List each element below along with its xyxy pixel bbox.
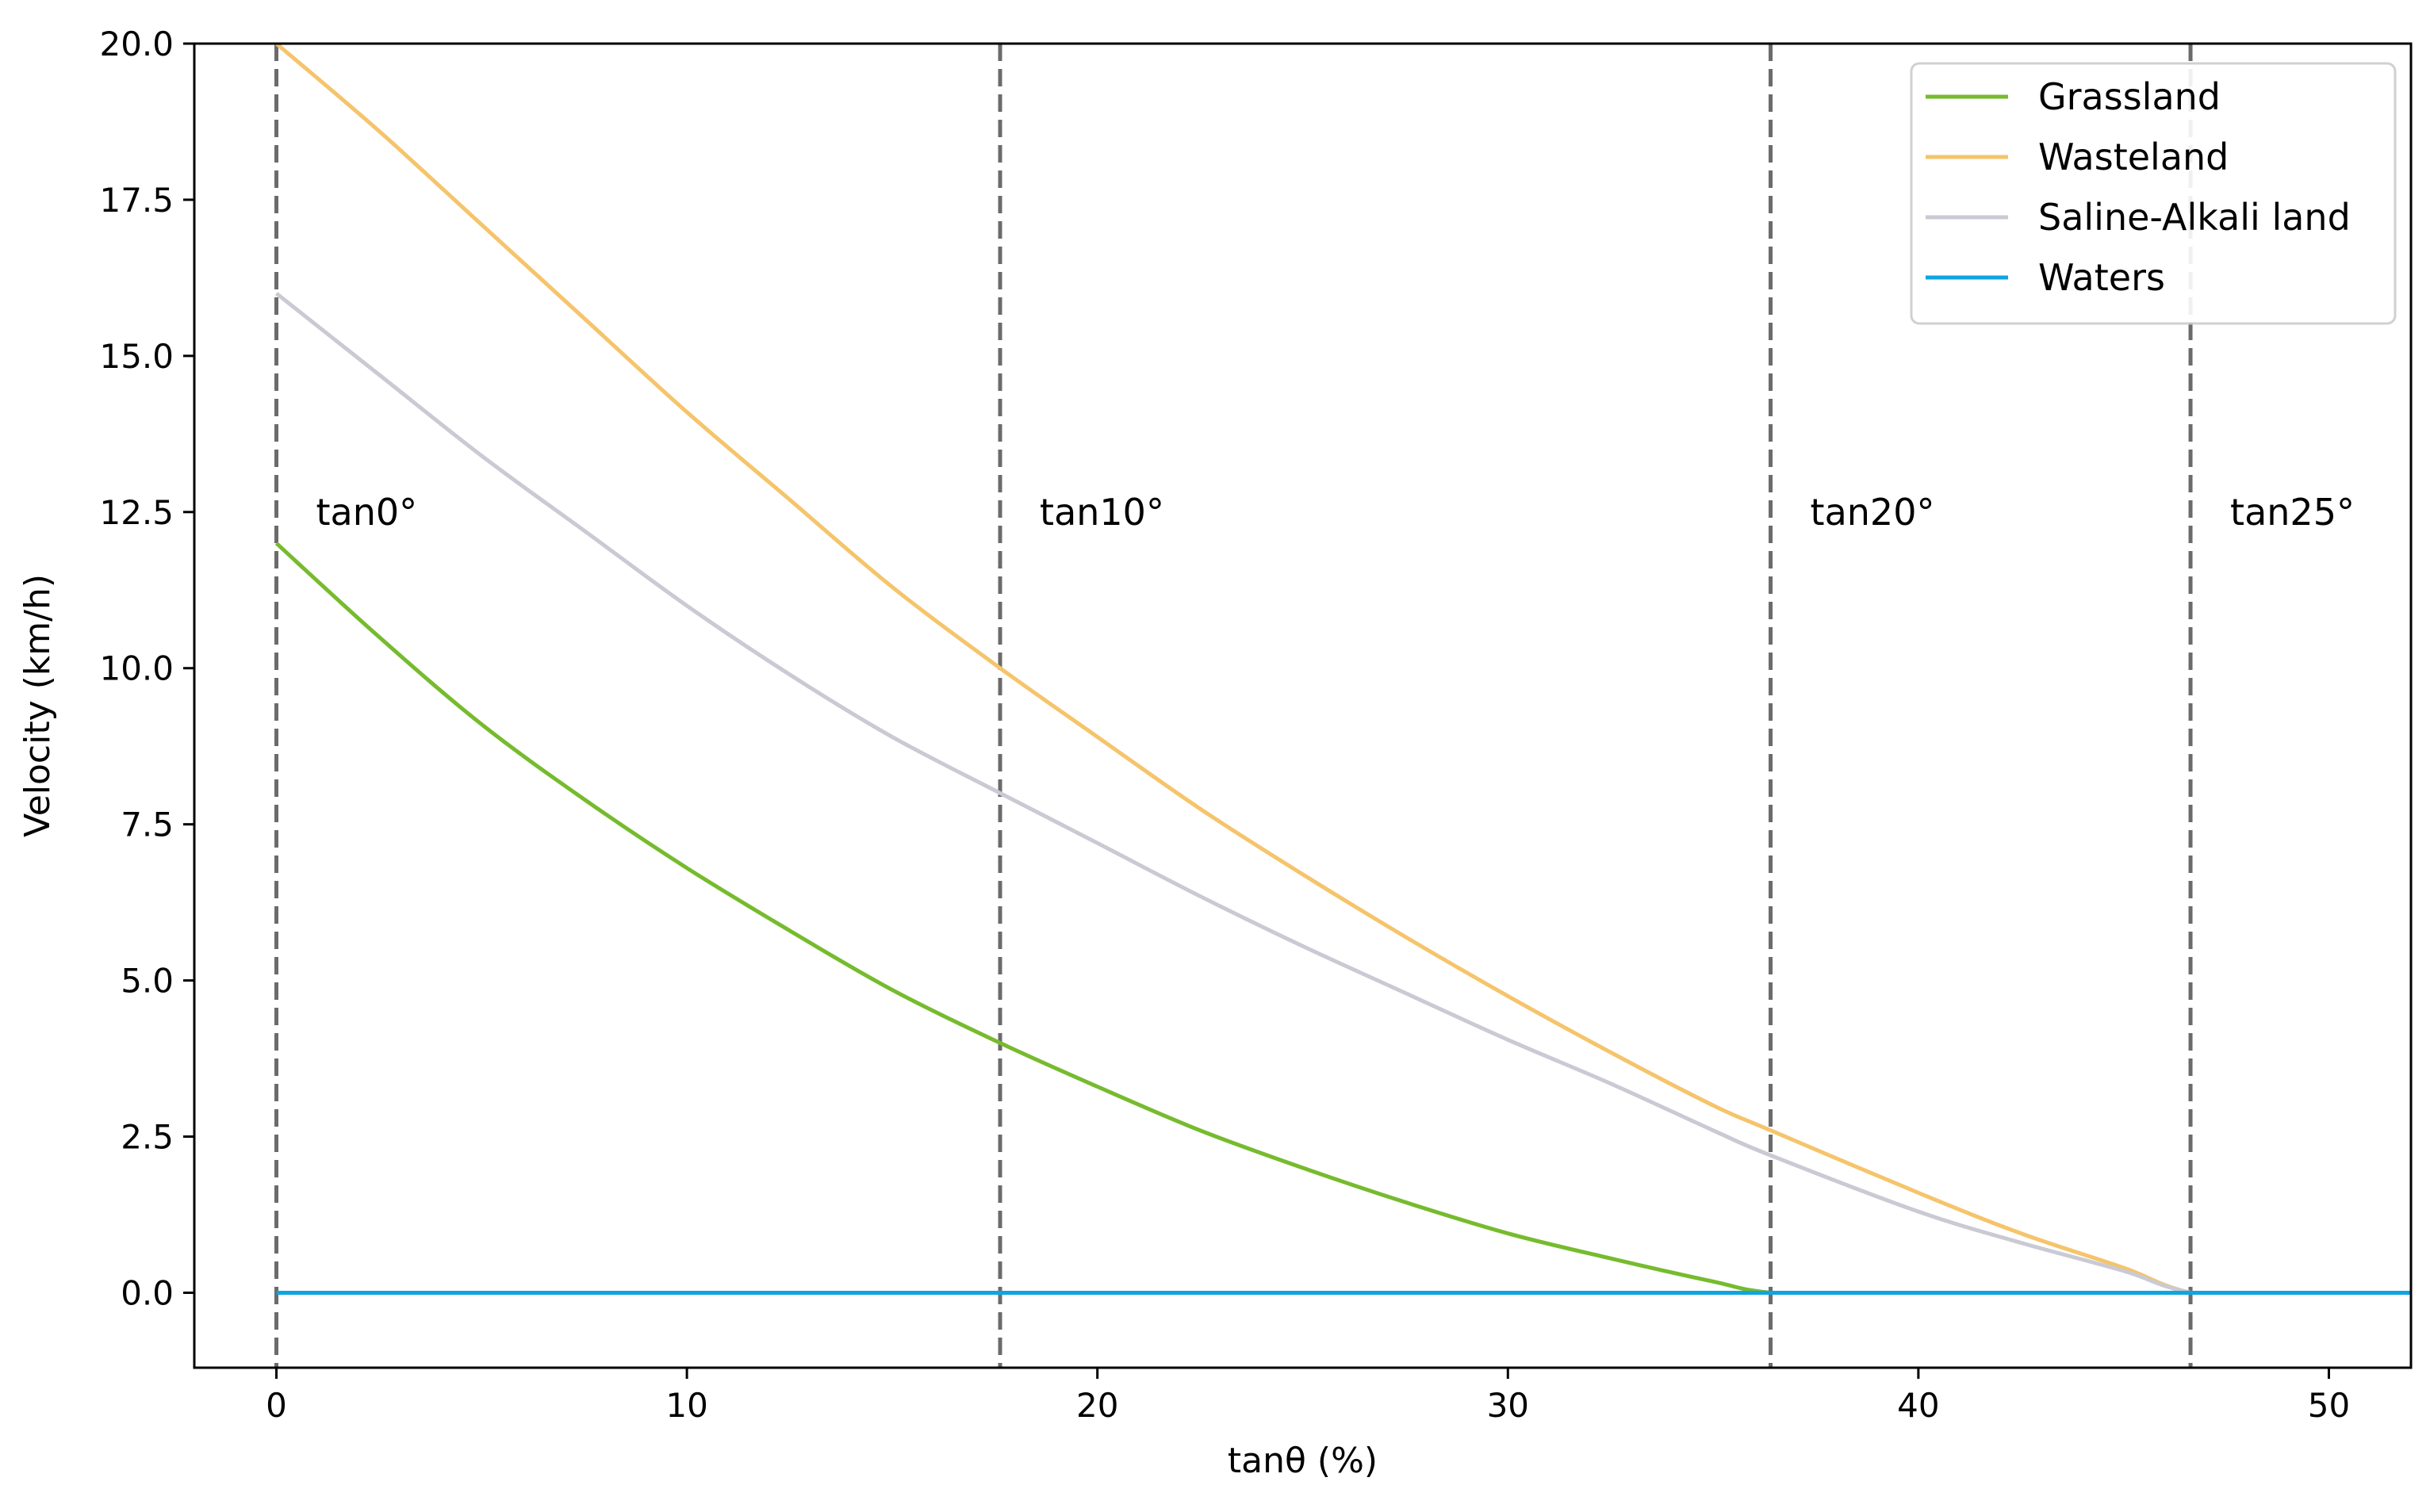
series-line-1: [274, 44, 2411, 1295]
series-line-0: [274, 542, 2411, 1295]
legend-label: Wasteland: [2038, 136, 2229, 178]
x-tick-label: 10: [665, 1386, 707, 1425]
y-tick-label: 17.5: [99, 181, 174, 220]
y-tick-label: 20.0: [99, 25, 174, 63]
legend-box: [1910, 62, 2397, 325]
legend-item: Wasteland: [1926, 136, 2229, 178]
legend-item: Saline-Alkali land: [1926, 196, 2351, 239]
legend-item: Waters: [1926, 256, 2165, 299]
x-tick-label: 30: [1487, 1386, 1529, 1425]
x-tick-label: 20: [1076, 1386, 1118, 1425]
reference-line-label-3: tan25°: [2230, 491, 2355, 534]
y-axis-label: Velocity (km/h): [17, 574, 58, 837]
series-lines: [274, 44, 2411, 1295]
reference-line-labels: tan0° tan10° tan20° tan25°: [316, 491, 2355, 534]
x-axis-label: tanθ (%): [1228, 1441, 1378, 1481]
legend-label: Grassland: [2038, 75, 2221, 118]
legend-label: Saline-Alkali land: [2038, 196, 2351, 239]
reference-line-label-2: tan20°: [1811, 491, 1935, 534]
reference-lines: [274, 44, 2193, 1368]
x-tick-label: 40: [1897, 1386, 1939, 1425]
y-axis-ticks: 0.0 2.5 5.0 7.5 10.0 12.5 15.0 17.5 20.0: [99, 25, 194, 1312]
y-tick-label: 15.0: [99, 337, 174, 376]
y-tick-label: 12.5: [99, 493, 174, 532]
legend-label: Waters: [2038, 256, 2165, 299]
series-line-2: [274, 292, 2411, 1295]
legend-item: Grassland: [1926, 75, 2221, 118]
y-tick-label: 7.5: [121, 806, 174, 844]
y-tick-label: 10.0: [99, 649, 174, 688]
y-tick-label: 2.5: [121, 1118, 174, 1157]
x-axis-ticks: 0 10 20 30 40 50: [266, 1368, 2350, 1425]
legend: Grassland Wasteland Saline-Alkali land Wate…: [1910, 62, 2397, 325]
y-tick-label: 5.0: [121, 962, 174, 1001]
reference-line-label-1: tan10°: [1040, 491, 1164, 534]
plot-frame: [193, 42, 2413, 1369]
y-tick-label: 0.0: [121, 1273, 174, 1312]
reference-line-label-0: tan0°: [316, 491, 418, 534]
x-tick-label: 0: [266, 1386, 287, 1425]
x-tick-label: 50: [2308, 1386, 2350, 1425]
legend-items: Grassland Wasteland Saline-Alkali land Wate…: [1926, 75, 2351, 299]
